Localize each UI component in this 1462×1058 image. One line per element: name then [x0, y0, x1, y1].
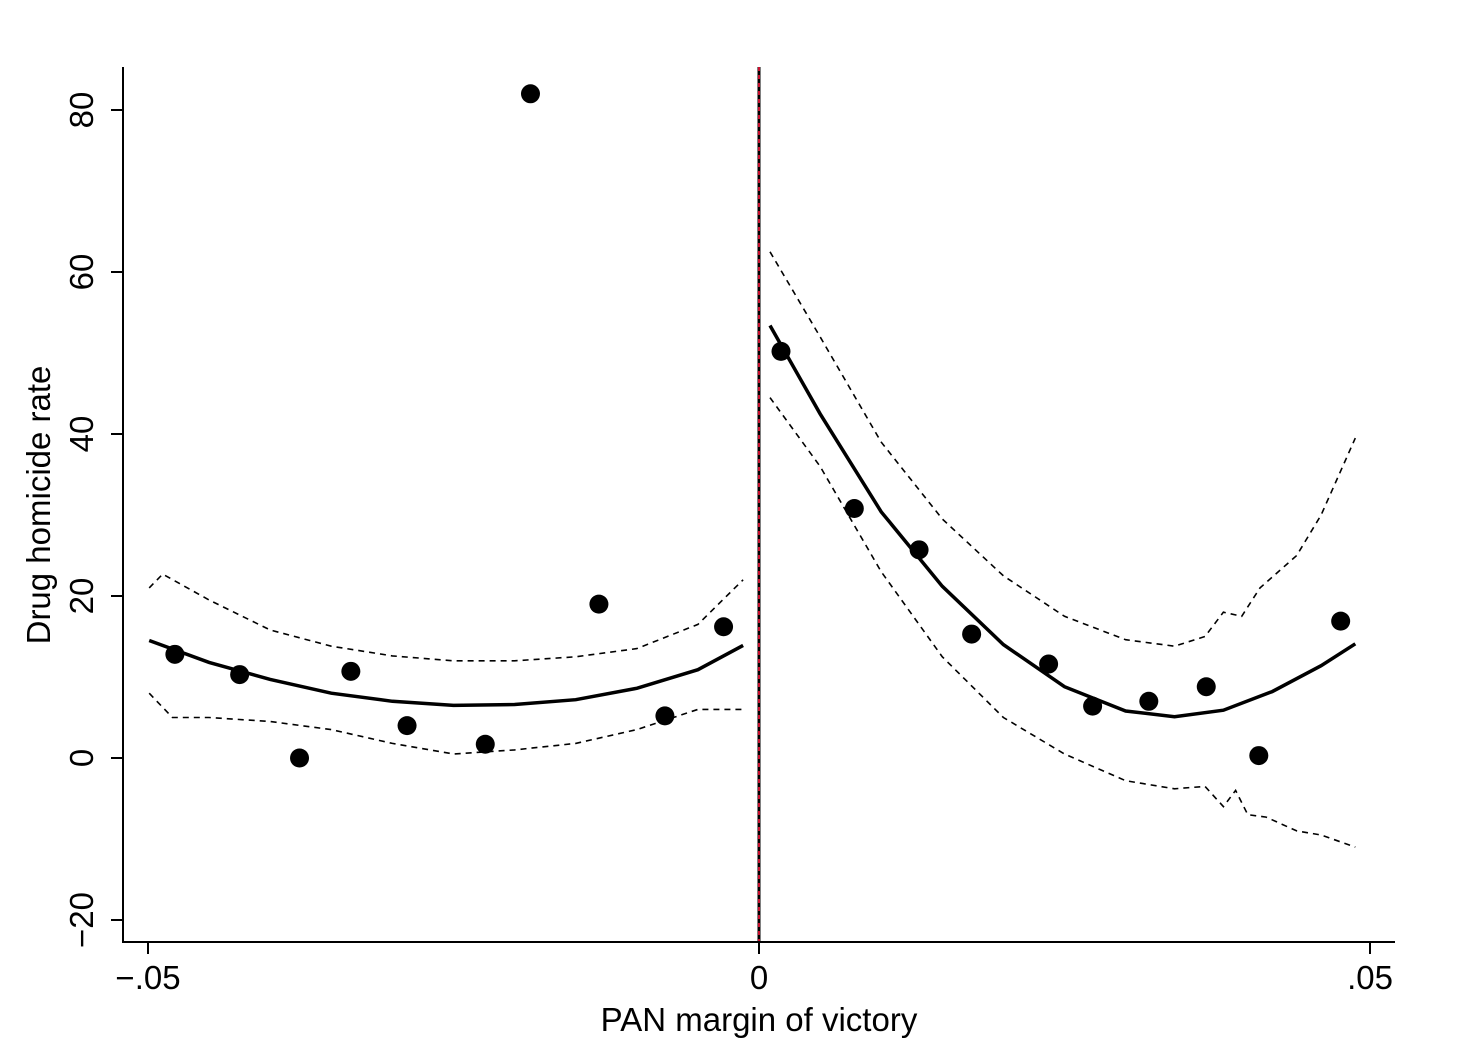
data-point — [909, 540, 929, 560]
y-axis-title: Drug homicide rate — [20, 366, 57, 645]
data-point — [962, 624, 982, 644]
y-tick-label: 0 — [63, 749, 100, 767]
ci-left-lower-line — [148, 692, 744, 755]
data-point — [341, 661, 361, 681]
data-point — [397, 716, 417, 736]
data-point — [520, 84, 540, 104]
x-tick-label: 0 — [750, 959, 768, 996]
y-tick-label: 40 — [63, 416, 100, 453]
fit-right-line — [768, 324, 1357, 719]
data-point — [290, 748, 310, 768]
x-tick-label: −.05 — [115, 959, 180, 996]
data-point — [655, 706, 675, 726]
y-tick-label: 80 — [63, 92, 100, 129]
x-axis-title: PAN margin of victory — [601, 1001, 918, 1038]
data-point — [771, 341, 791, 361]
data-point — [1331, 611, 1351, 631]
data-points — [165, 84, 1351, 768]
axis-ticks: −20 0 20 40 60 80 −.05 0 .05 — [63, 92, 1393, 996]
ci-right-lower-line — [769, 397, 1356, 848]
plot-lines — [148, 251, 1357, 848]
data-point — [1249, 746, 1269, 766]
y-tick-label: 60 — [63, 254, 100, 291]
ci-left-upper-line — [148, 573, 744, 662]
y-tick-label: −20 — [63, 892, 100, 948]
y-tick-label: 20 — [63, 578, 100, 615]
data-point — [230, 665, 250, 685]
fit-left-line — [148, 638, 744, 708]
data-point — [589, 594, 609, 614]
data-point — [1083, 696, 1103, 716]
data-point — [1039, 654, 1059, 674]
data-point — [714, 617, 734, 637]
data-point — [475, 734, 495, 754]
data-point — [165, 644, 185, 664]
data-point — [1139, 691, 1159, 711]
data-point — [1196, 677, 1216, 697]
data-point — [844, 499, 864, 519]
ci-right-upper-line — [769, 251, 1357, 648]
x-tick-label: .05 — [1347, 959, 1393, 996]
